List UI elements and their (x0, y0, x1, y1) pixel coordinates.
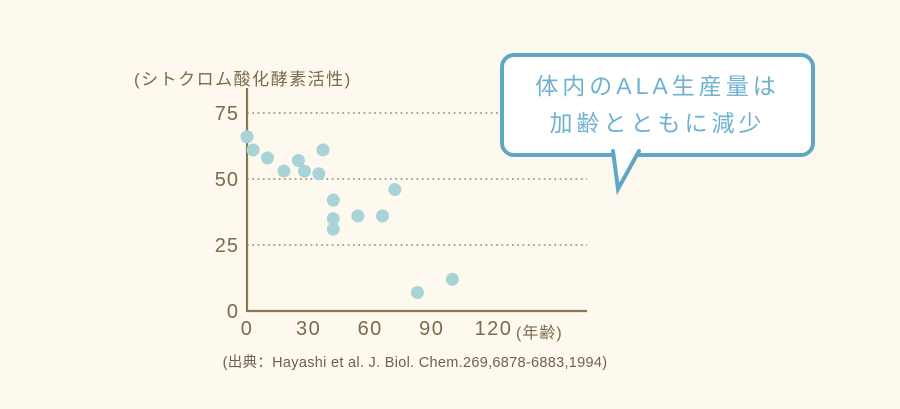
data-point (297, 164, 311, 178)
y-axis-title: (シトクロム酸化酵素活性) (134, 70, 352, 89)
data-point (388, 183, 402, 197)
data-point (326, 193, 340, 207)
data-point (445, 272, 459, 286)
source-citation: (出典：Hayashi et al. J. Biol. Chem.269,687… (222, 355, 608, 371)
x-tick-label: 120 (474, 318, 512, 340)
data-point (291, 154, 305, 168)
data-point (326, 212, 340, 226)
callout-bubble: 体内のALA生産量は 加齢とともに減少 (500, 53, 815, 157)
data-point (277, 164, 291, 178)
callout-line2: 加齢とともに減少 (549, 110, 766, 136)
data-point (261, 151, 275, 165)
data-point (351, 209, 365, 223)
data-point (240, 130, 254, 144)
callout-line1: 体内のALA生産量は (535, 73, 780, 99)
x-tick-label: 0 (241, 318, 254, 340)
y-tick-label: 25 (215, 235, 239, 257)
y-tick-label: 75 (215, 103, 239, 125)
x-axis-unit-label: (年齢) (516, 325, 563, 342)
data-point (316, 143, 330, 157)
data-point (410, 286, 424, 300)
data-point (376, 209, 390, 223)
data-point (246, 143, 260, 157)
data-point (312, 167, 326, 181)
data-point (326, 222, 340, 236)
y-tick-label: 0 (227, 301, 239, 323)
x-tick-label: 90 (419, 318, 444, 340)
x-tick-label: 30 (296, 318, 321, 340)
x-tick-label: 60 (358, 318, 383, 340)
bubble-tail-shape (611, 149, 641, 196)
y-tick-label: 50 (215, 169, 239, 191)
callout-bubble-tail (611, 149, 641, 196)
